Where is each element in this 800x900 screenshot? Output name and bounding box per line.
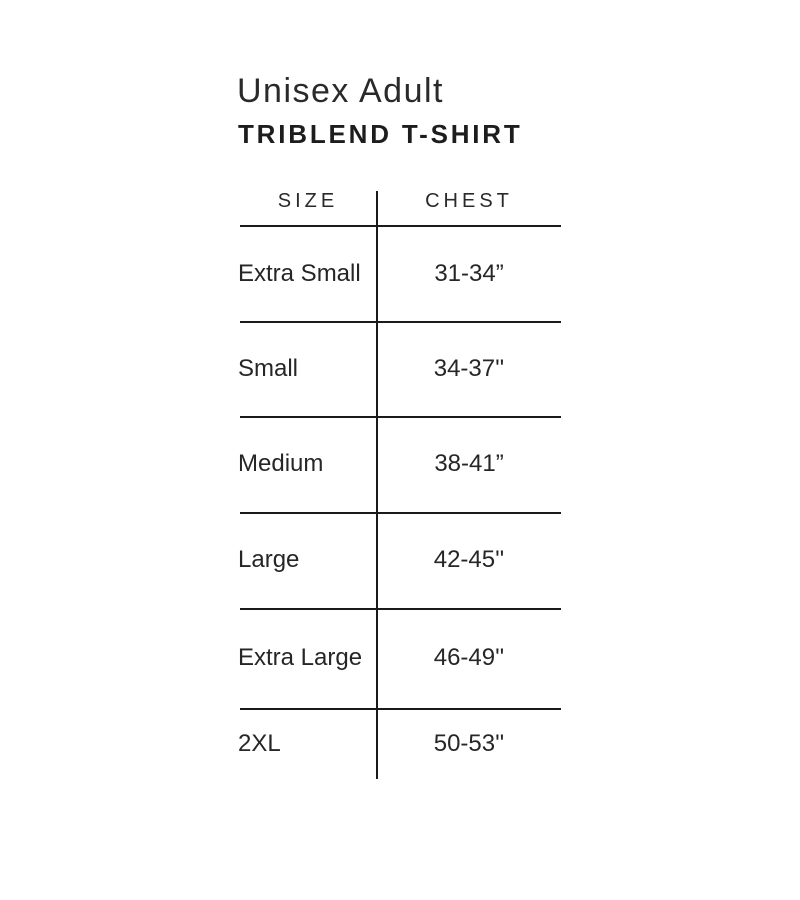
chest-cell: 38-41”	[434, 450, 504, 477]
page-title: Unisex Adult	[237, 72, 444, 110]
chest-cell: 31-34”	[434, 259, 504, 287]
table-row: Large 42-45''	[238, 512, 561, 608]
header-divider-line	[240, 225, 561, 227]
chest-cell: 50-53''	[433, 729, 505, 757]
column-header-size: SIZE	[277, 189, 339, 212]
table-row: Extra Small 31-34”	[238, 226, 561, 321]
column-header-chest: CHEST	[425, 189, 513, 212]
size-cell: Extra Small	[238, 259, 361, 287]
page-subtitle: TRIBLEND T-SHIRT	[238, 119, 523, 149]
table-row: Medium 38-41”	[238, 416, 561, 512]
row-divider-line	[240, 708, 561, 710]
chest-cell: 34-37''	[433, 354, 505, 382]
table-row: Small 34-37''	[238, 321, 561, 416]
size-cell: Small	[238, 354, 299, 382]
chest-cell: 46-49''	[433, 644, 505, 671]
size-cell: Extra Large	[238, 644, 363, 671]
row-divider-line	[240, 321, 561, 323]
row-divider-line	[240, 416, 561, 418]
table-row: 2XL 50-53''	[238, 708, 561, 779]
row-divider-line	[240, 608, 561, 610]
chest-cell: 42-45''	[433, 546, 505, 573]
size-cell: Medium	[238, 450, 324, 477]
size-cell: Large	[238, 546, 300, 573]
size-cell: 2XL	[238, 729, 281, 757]
table-row: Extra Large 46-49''	[238, 608, 561, 708]
row-divider-line	[240, 512, 561, 514]
column-divider-line	[376, 191, 378, 779]
